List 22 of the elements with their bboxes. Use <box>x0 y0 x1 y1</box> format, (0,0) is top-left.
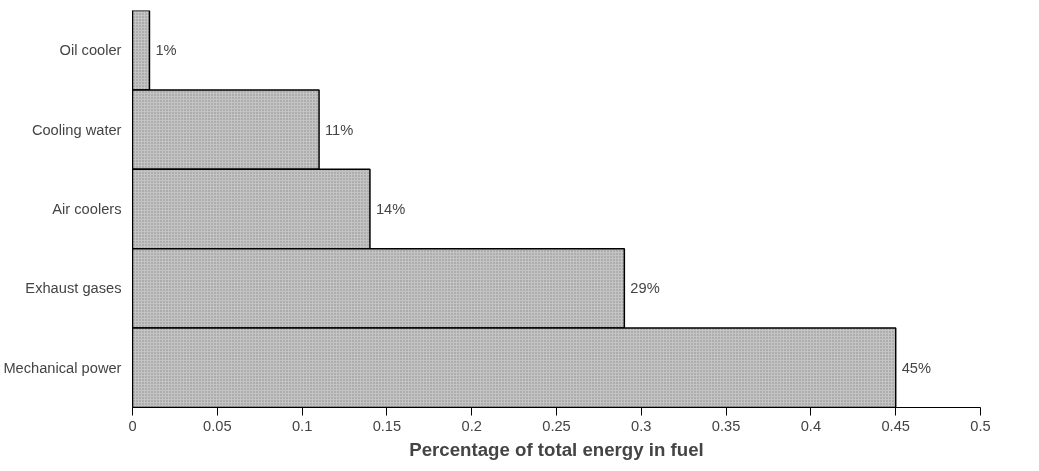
y-tick-label: Mechanical power <box>3 359 122 376</box>
x-tick-label: 0.4 <box>800 417 822 434</box>
x-tick-label: 0.25 <box>542 417 571 434</box>
data-label: 29% <box>630 280 660 297</box>
x-tick-label: 0 <box>128 417 137 434</box>
x-tick-label: 0.5 <box>970 417 991 434</box>
x-tick-label: 0.1 <box>291 417 313 434</box>
data-label: 1% <box>155 42 177 59</box>
x-tick-label: 0.35 <box>711 417 741 434</box>
data-label: 11% <box>325 121 354 138</box>
x-tick-label: 0.05 <box>203 417 232 434</box>
y-tick-label: Oil cooler <box>59 42 122 59</box>
y-tick-label: Exhaust gases <box>25 280 122 297</box>
x-axis-title: Percentage of total energy in fuel <box>409 438 704 460</box>
x-tick-label: 0.45 <box>881 417 910 434</box>
x-tick-label: 0.3 <box>631 417 652 434</box>
x-tick-label: 0.15 <box>372 417 402 434</box>
y-tick-label: Air coolers <box>52 201 122 217</box>
data-label: 45% <box>901 359 932 376</box>
data-label: 14% <box>375 201 406 217</box>
y-tick-label: Cooling water <box>31 121 122 138</box>
x-tick-label: 0.2 <box>461 417 482 434</box>
